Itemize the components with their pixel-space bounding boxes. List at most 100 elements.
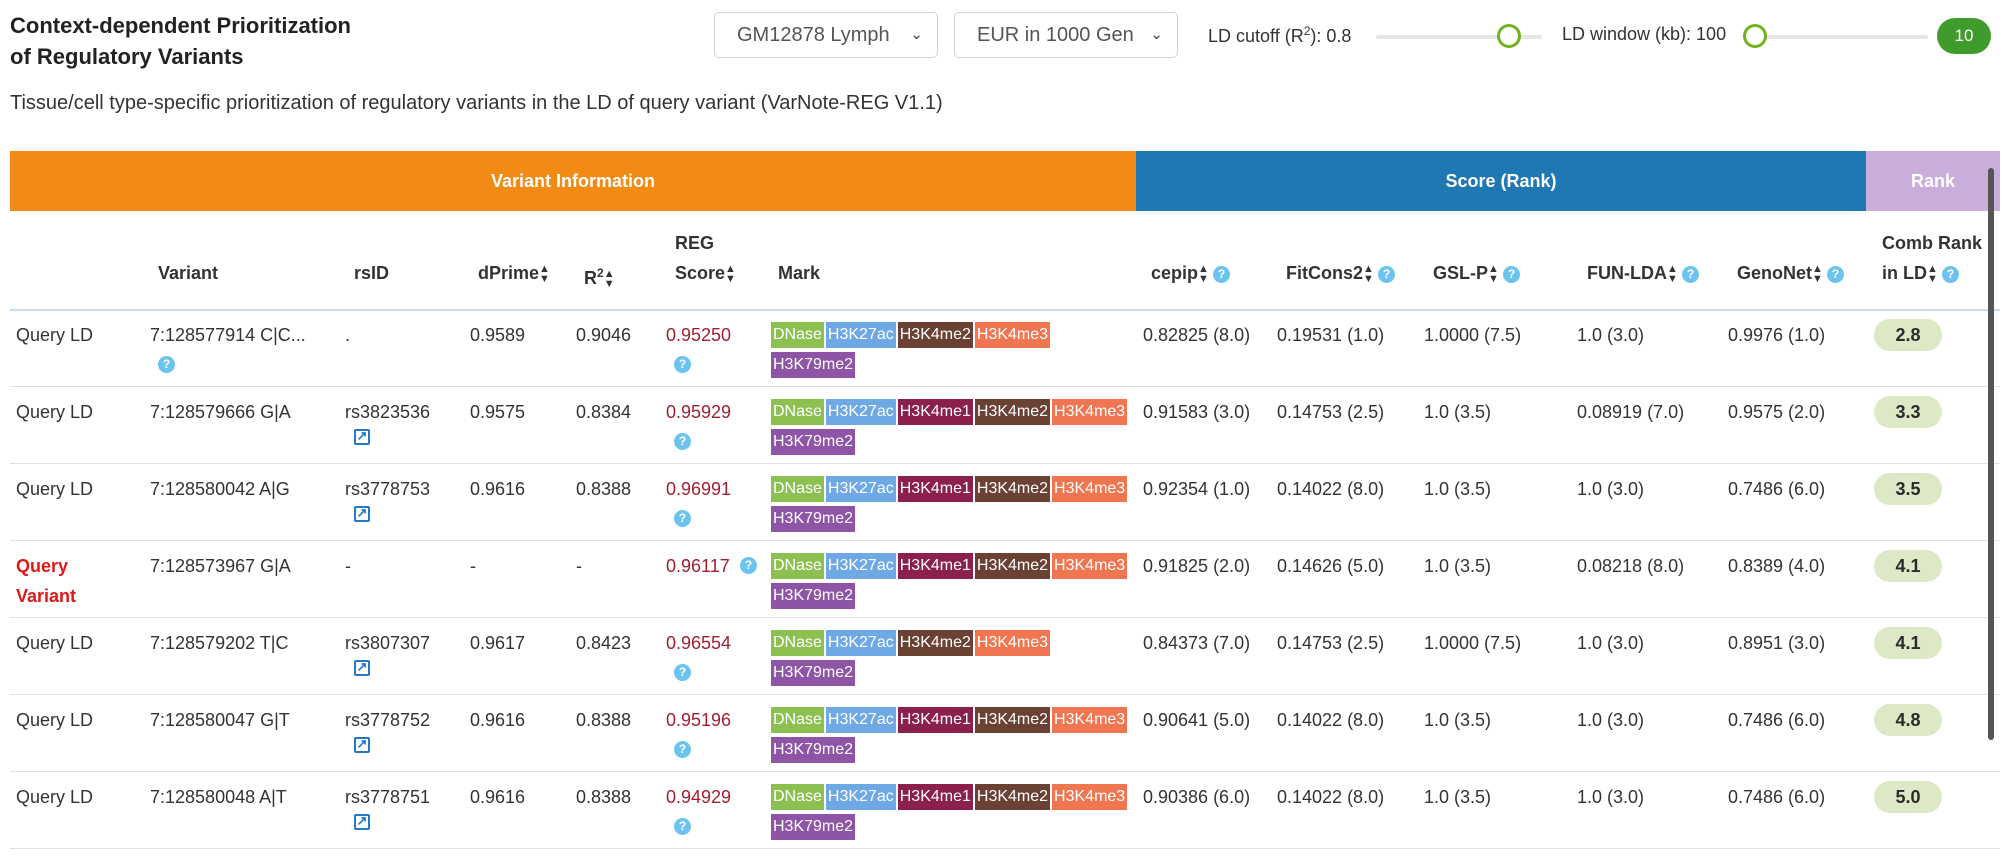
comb-rank-badge: 3.3 <box>1874 396 1942 428</box>
comb-rank-badge: 2.8 <box>1874 319 1942 351</box>
sort-icon[interactable]: ▲ ▼ <box>1363 263 1374 286</box>
external-link-icon[interactable]: ↗ <box>354 660 370 676</box>
column-header-gsl-p[interactable]: GSL-P▲ ▼ ? <box>1433 258 1521 288</box>
chevron-down-icon: ⌄ <box>910 26 923 43</box>
cell-type-select[interactable]: GM12878 Lymph ⌄ <box>714 12 938 58</box>
mark-badge: H3K27ac <box>825 476 896 502</box>
r2-value: 0.9046 <box>576 325 632 345</box>
column-header-rsid: rsID <box>354 263 390 283</box>
histone-mark-list: DNase H3K27ac H3K4me1 H3K4me2 H3K4me3 H3K79me… <box>771 553 1131 613</box>
dprime-value: - <box>470 556 476 576</box>
help-icon[interactable]: ? <box>740 557 757 574</box>
reg-score-value: 0.95929 <box>666 402 732 422</box>
help-icon[interactable]: ? <box>158 356 175 373</box>
mark-badge: H3K4me3 <box>974 322 1051 348</box>
gsl-p-score: 1.0 (3.5) <box>1424 402 1492 422</box>
mark-badge: H3K4me2 <box>897 630 973 656</box>
ld-cutoff-slider-track[interactable] <box>1376 35 1542 39</box>
ld-window-slider-track[interactable] <box>1748 35 1928 39</box>
mark-badge: H3K4me1 <box>897 553 973 579</box>
reg-score-value: 0.95196 <box>666 710 732 730</box>
help-icon[interactable]: ? <box>674 741 691 758</box>
r2-value: 0.8384 <box>576 402 632 422</box>
gsl-p-score: 1.0 (3.5) <box>1424 787 1492 807</box>
column-header-fitcons2[interactable]: FitCons2▲ ▼ ? <box>1286 258 1396 288</box>
mark-badge: DNase <box>771 476 824 502</box>
help-icon[interactable]: ? <box>674 356 691 373</box>
mark-badge: H3K27ac <box>825 784 896 810</box>
comb-rank-badge: 3.5 <box>1874 473 1942 505</box>
column-header-cepip[interactable]: cepip▲ ▼ ? <box>1151 258 1231 288</box>
fun-lda-score: 1.0 (3.0) <box>1577 633 1645 653</box>
mark-badge: H3K27ac <box>825 707 896 733</box>
sort-icon[interactable]: ▲ ▼ <box>1927 263 1938 286</box>
column-header-r2[interactable]: R2▲ ▼ <box>584 266 615 291</box>
comb-rank-badge: 4.1 <box>1874 550 1942 582</box>
genonet-score: 0.7486 (6.0) <box>1728 710 1826 730</box>
sort-icon[interactable]: ▲ ▼ <box>1198 263 1209 286</box>
band-variant-information: Variant Information <box>10 151 1136 211</box>
mark-badge: DNase <box>771 399 824 425</box>
help-icon[interactable]: ? <box>1682 265 1699 283</box>
mark-badge: H3K4me2 <box>897 322 973 348</box>
external-link-icon[interactable]: ↗ <box>354 737 370 753</box>
histone-mark-list: DNase H3K27ac H3K4me1 H3K4me2 H3K4me3 H3K79me… <box>771 707 1131 767</box>
help-icon[interactable]: ? <box>1827 265 1845 283</box>
help-icon[interactable]: ? <box>674 818 691 835</box>
dprime-value: 0.9616 <box>470 787 526 807</box>
row-divider <box>10 463 2000 464</box>
fun-lda-score: 0.08919 (7.0) <box>1577 402 1685 422</box>
title-line-1: Context-dependent Prioritization <box>10 13 351 38</box>
population-select[interactable]: EUR in 1000 Gen ⌄ <box>954 12 1178 58</box>
sort-icon[interactable]: ▲ ▼ <box>725 263 736 286</box>
external-link-icon[interactable]: ↗ <box>354 814 370 830</box>
sort-icon[interactable]: ▲ ▼ <box>539 263 550 286</box>
rsid: . <box>345 325 351 345</box>
variant-id: 7:128577914 C|C... <box>150 325 306 345</box>
reg-score-value: 0.96117 <box>666 556 730 576</box>
external-link-icon[interactable]: ↗ <box>354 506 370 522</box>
row-type-label: Query LD <box>16 633 94 653</box>
column-header-variant: Variant <box>158 263 219 283</box>
dprime-value: 0.9616 <box>470 479 526 499</box>
help-icon[interactable]: ? <box>674 664 691 681</box>
help-icon[interactable]: ? <box>1213 265 1231 283</box>
band-rank: Rank <box>1866 151 2000 211</box>
gsl-p-score: 1.0000 (7.5) <box>1424 633 1522 653</box>
help-icon[interactable]: ? <box>1378 265 1396 283</box>
help-icon[interactable]: ? <box>1942 265 1960 283</box>
help-icon[interactable]: ? <box>1503 265 1521 283</box>
sort-icon[interactable]: ▲ ▼ <box>1812 263 1823 286</box>
mark-badge: H3K79me2 <box>771 506 856 532</box>
mark-badge: H3K4me3 <box>1052 553 1128 579</box>
mark-badge: H3K4me1 <box>897 476 973 502</box>
rsid: - <box>345 556 351 576</box>
sort-icon[interactable]: ▲ ▼ <box>1666 263 1678 286</box>
sort-icon[interactable]: ▲ ▼ <box>603 268 615 291</box>
ld-cutoff-label: LD cutoff (R2): 0.8 <box>1208 24 1352 46</box>
help-icon[interactable]: ? <box>674 510 691 527</box>
rsid: rs3778752 <box>345 710 431 730</box>
row-type-label: Query LD <box>16 710 94 730</box>
scrollbar[interactable] <box>1988 168 1994 740</box>
row-divider <box>10 771 2000 772</box>
fun-lda-score: 1.0 (3.0) <box>1577 325 1645 345</box>
column-header-reg-score[interactable]: REG Score▲ ▼ <box>675 233 736 286</box>
genonet-score: 0.7486 (6.0) <box>1728 787 1826 807</box>
mark-badge: H3K4me3 <box>1052 707 1128 733</box>
sort-icon[interactable]: ▲ ▼ <box>1488 263 1499 286</box>
column-header-comb-rank[interactable]: Comb Rank in LD▲ ▼ ? <box>1882 233 1983 286</box>
band-score-rank: Score (Rank) <box>1136 151 1866 211</box>
ld-window-slider-handle[interactable] <box>1743 24 1767 48</box>
row-type-label: Query LD <box>16 787 94 807</box>
variant-id: 7:128579202 T|C <box>150 633 289 653</box>
cepip-score: 0.90641 (5.0) <box>1143 710 1251 730</box>
ld-cutoff-slider-handle[interactable] <box>1497 24 1521 48</box>
column-header-fun-lda[interactable]: FUN-LDA▲ ▼ ? <box>1587 258 1699 288</box>
column-header-genonet[interactable]: GenoNet▲ ▼ ? <box>1737 258 1845 288</box>
external-link-icon[interactable]: ↗ <box>354 429 370 445</box>
mark-badge: DNase <box>771 630 824 656</box>
rsid: rs3778753 <box>345 479 431 499</box>
help-icon[interactable]: ? <box>674 433 691 450</box>
column-header-dprime[interactable]: dPrime▲ ▼ <box>478 263 550 286</box>
